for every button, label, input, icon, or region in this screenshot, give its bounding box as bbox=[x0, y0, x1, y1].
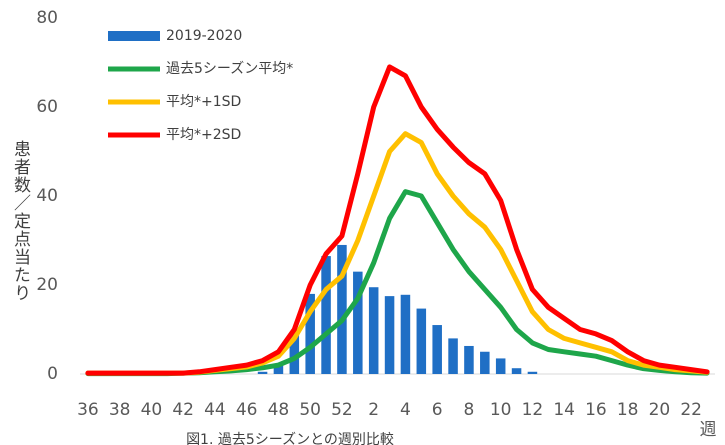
bar bbox=[353, 271, 363, 374]
legend-swatch bbox=[108, 31, 160, 41]
y-axis-label: 患者数／定点当たり bbox=[10, 140, 31, 302]
bar bbox=[416, 308, 427, 374]
x-tick-label: 6 bbox=[432, 400, 443, 420]
x-tick-label: 40 bbox=[141, 400, 163, 420]
bar bbox=[337, 244, 347, 374]
x-tick-label: 44 bbox=[204, 400, 226, 420]
x-tick-label: 38 bbox=[109, 400, 131, 420]
bar bbox=[273, 365, 284, 374]
x-tick-label: 18 bbox=[617, 400, 639, 420]
x-tick-label: 50 bbox=[299, 400, 321, 420]
x-tick-label: 4 bbox=[400, 400, 411, 420]
x-tick-label: 20 bbox=[649, 400, 671, 420]
bar bbox=[384, 296, 395, 374]
y-tick-label: 40 bbox=[36, 186, 58, 206]
bar bbox=[257, 371, 268, 374]
x-tick-label: 16 bbox=[585, 400, 607, 420]
x-tick-label: 42 bbox=[172, 400, 194, 420]
bar bbox=[480, 351, 490, 374]
x-tick-label: 14 bbox=[553, 400, 575, 420]
x-tick-label: 46 bbox=[236, 400, 258, 420]
bar bbox=[368, 287, 379, 374]
caption: 図1. 過去5シーズンとの週別比較 bbox=[186, 432, 394, 445]
bar bbox=[464, 345, 474, 374]
x-tick-label: 10 bbox=[490, 400, 512, 420]
bar bbox=[511, 368, 522, 374]
x-tick-label: 2 bbox=[368, 400, 379, 420]
x-tick-label: 52 bbox=[331, 400, 353, 420]
line bbox=[85, 189, 710, 377]
bar bbox=[321, 256, 331, 374]
bar bbox=[448, 338, 458, 374]
x-tick-label: 36 bbox=[77, 400, 99, 420]
x-tick-label: 22 bbox=[680, 400, 702, 420]
y-tick-label: 0 bbox=[47, 364, 58, 384]
y-tick-label: 60 bbox=[36, 97, 58, 117]
bar bbox=[400, 294, 411, 374]
bar bbox=[289, 333, 300, 374]
line bbox=[85, 64, 710, 376]
bar bbox=[527, 371, 538, 374]
x-axis-label: 週 bbox=[700, 420, 717, 440]
x-tick-label: 8 bbox=[464, 400, 475, 420]
x-tick-label: 12 bbox=[522, 400, 544, 420]
y-tick-label: 20 bbox=[36, 275, 58, 295]
bar bbox=[305, 293, 315, 374]
bar bbox=[495, 358, 506, 374]
legend-label: 過去5シーズン平均* bbox=[166, 61, 293, 77]
legend-label: 平均*+1SD bbox=[166, 94, 241, 110]
x-tick-label: 48 bbox=[268, 400, 290, 420]
bar bbox=[432, 325, 442, 374]
legend-label: 平均*+2SD bbox=[166, 127, 241, 143]
y-tick-label: 80 bbox=[36, 8, 58, 28]
line bbox=[85, 131, 710, 376]
legend-label: 2019-2020 bbox=[166, 28, 242, 44]
